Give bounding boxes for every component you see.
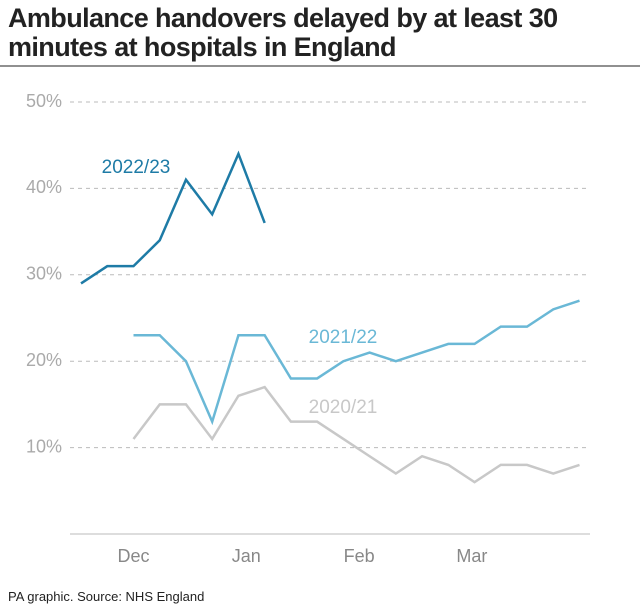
y-tick-label: 40% bbox=[26, 177, 62, 197]
y-tick-label: 50% bbox=[26, 91, 62, 111]
y-tick-label: 20% bbox=[26, 350, 62, 370]
series-line bbox=[133, 299, 580, 426]
series-line bbox=[132, 385, 580, 484]
series-label: 2021/22 bbox=[309, 327, 378, 348]
series-label: 2020/21 bbox=[309, 397, 378, 418]
series-label: 2022/23 bbox=[102, 157, 171, 178]
y-tick-label: 30% bbox=[26, 264, 62, 284]
x-tick-label: Jan bbox=[232, 546, 261, 566]
y-tick-label: 10% bbox=[26, 436, 62, 456]
x-tick-label: Feb bbox=[344, 546, 375, 566]
chart-title: Ambulance handovers delayed by at least … bbox=[8, 3, 558, 62]
x-tick-label: Dec bbox=[117, 546, 149, 566]
x-tick-label: Mar bbox=[456, 546, 487, 566]
series-line bbox=[80, 150, 266, 285]
source-note: PA graphic. Source: NHS England bbox=[8, 589, 205, 604]
